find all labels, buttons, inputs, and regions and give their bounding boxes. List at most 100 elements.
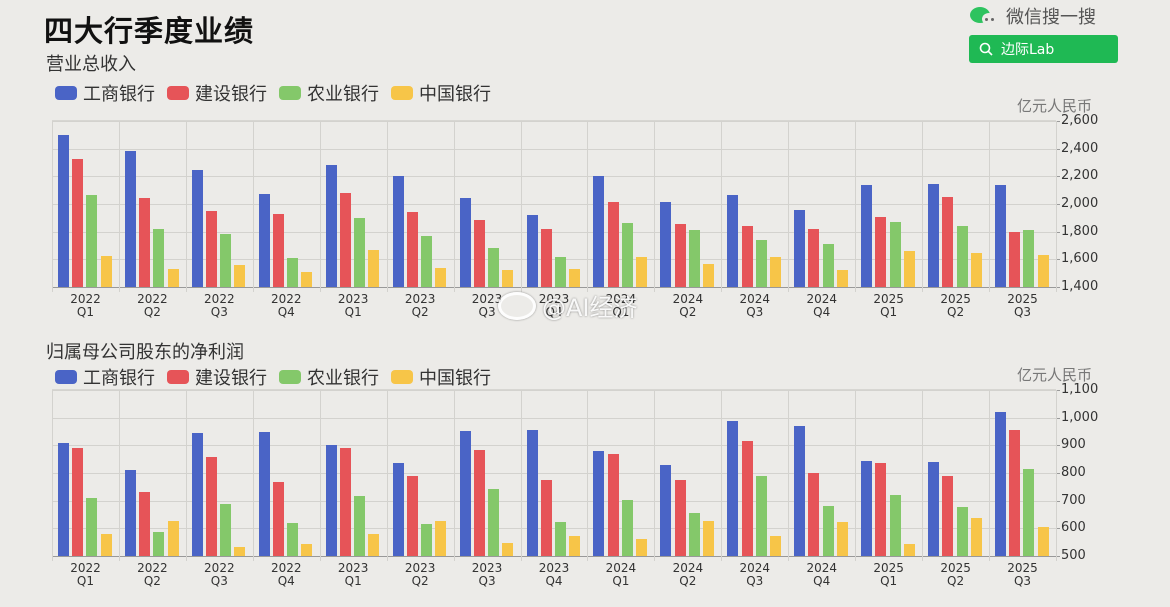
bar (942, 476, 954, 556)
gridline (52, 500, 1056, 502)
bar-group (119, 121, 186, 287)
legend-revenue: 工商银行 建设银行 农业银行 中国银行 (55, 80, 503, 106)
x-tick-label: 2024 Q4 (806, 561, 837, 588)
y-tick-label: 2,000 (1061, 196, 1099, 211)
x-tick-label: 2025 Q3 (1007, 292, 1038, 319)
wechat-search-brand: 微信搜一搜 (970, 3, 1096, 29)
bar (956, 226, 968, 287)
y-tick-label: 900 (1061, 437, 1086, 453)
bar-group (855, 390, 922, 556)
bar (674, 223, 686, 287)
bar (86, 497, 98, 556)
y-tick-mark (1056, 259, 1060, 261)
y-tick-label: 1,000 (1061, 409, 1099, 425)
plot-area: 1,400 1,600 1,800 2,000 2,200 2,400 2,600 2022 Q… (52, 113, 1098, 319)
legend-swatch-icon (391, 86, 413, 100)
bar (928, 183, 940, 287)
x-tick-label: 2025 Q2 (940, 292, 971, 319)
gridline (922, 121, 924, 292)
bar-group (922, 121, 989, 287)
gridline (989, 121, 991, 292)
bar (636, 539, 648, 556)
wechat-search-label: 微信搜一搜 (1006, 7, 1096, 28)
bar (942, 197, 954, 287)
bar (1037, 255, 1049, 287)
bar (1023, 229, 1035, 287)
gridline (453, 121, 455, 292)
bar (167, 521, 179, 556)
legend-item-abc: 农业银行 (279, 364, 379, 390)
bar (794, 209, 806, 287)
bar-group (186, 390, 253, 556)
x-tick-label: 2025 Q1 (873, 561, 904, 588)
search-icon (979, 42, 993, 56)
gridline (922, 390, 924, 561)
bar-group (989, 121, 1056, 287)
gridline (185, 390, 187, 561)
bar (569, 536, 581, 556)
bar (702, 263, 714, 287)
bar-group (253, 121, 320, 287)
bar (124, 469, 136, 556)
bar (100, 256, 112, 287)
bar (808, 229, 820, 287)
gridline (587, 390, 589, 561)
bar (435, 267, 447, 287)
x-tick-label: 2024 Q3 (739, 292, 771, 319)
x-tick-label: 2023 Q4 (538, 561, 570, 588)
legend-label: 中国银行 (419, 84, 491, 105)
bar (368, 534, 380, 556)
bar (970, 518, 982, 556)
x-tick-label: 2023 Q3 (471, 561, 503, 588)
bar (124, 150, 136, 287)
y-tick-mark (1056, 528, 1060, 530)
bar (139, 197, 151, 287)
y-tick-label: 1,600 (1061, 251, 1099, 267)
bar (153, 532, 165, 556)
x-tick-label: 2022 Q4 (270, 292, 302, 319)
bar (58, 442, 69, 556)
bar (406, 212, 418, 287)
gridline (52, 176, 1056, 178)
bar (836, 269, 848, 287)
y-tick-label: 1,400 (1061, 279, 1099, 294)
gridline (52, 473, 1056, 474)
gridline (118, 390, 120, 561)
weibo-icon (498, 291, 536, 320)
bar (435, 521, 447, 556)
bar (354, 495, 366, 556)
bar-group (119, 390, 186, 556)
plot-area: 500 600 700 800 900 1,000 1,100 2022 Q1 2022 Q2 202… (52, 382, 1098, 588)
gridline (52, 231, 1056, 233)
gridline (721, 121, 723, 292)
bar (526, 430, 538, 556)
y-tick-label: 1,100 (1061, 382, 1099, 397)
bar (301, 543, 313, 556)
bar-group (587, 390, 654, 556)
bar (769, 257, 781, 287)
gridline (52, 121, 1056, 122)
y-tick-mark (1056, 556, 1060, 557)
legend-item-icbc: 工商银行 (55, 364, 155, 390)
x-tick-label: 2024 Q3 (739, 561, 771, 588)
gridline (386, 121, 388, 292)
legend-swatch-icon (55, 86, 77, 100)
x-tick-label: 2023 Q3 (471, 292, 503, 319)
legend-swatch-icon (391, 370, 413, 384)
bar (1009, 429, 1021, 556)
x-tick-label: 2022 Q4 (270, 561, 302, 588)
legend-label: 建设银行 (195, 84, 267, 105)
bar (836, 521, 848, 556)
watermark-text: @AI经济 (542, 294, 638, 322)
legend-label: 中国银行 (419, 368, 491, 389)
search-button[interactable]: 边际Lab (969, 35, 1118, 63)
bar (206, 210, 218, 287)
gridline (855, 121, 857, 292)
y-tick-mark (1056, 176, 1060, 178)
y-tick-label: 500 (1061, 548, 1086, 563)
bar (153, 229, 165, 287)
legend-item-ccb: 建设银行 (167, 80, 267, 106)
gridline (855, 390, 857, 561)
watermark: @AI经济 (498, 288, 638, 323)
bar (727, 420, 739, 556)
